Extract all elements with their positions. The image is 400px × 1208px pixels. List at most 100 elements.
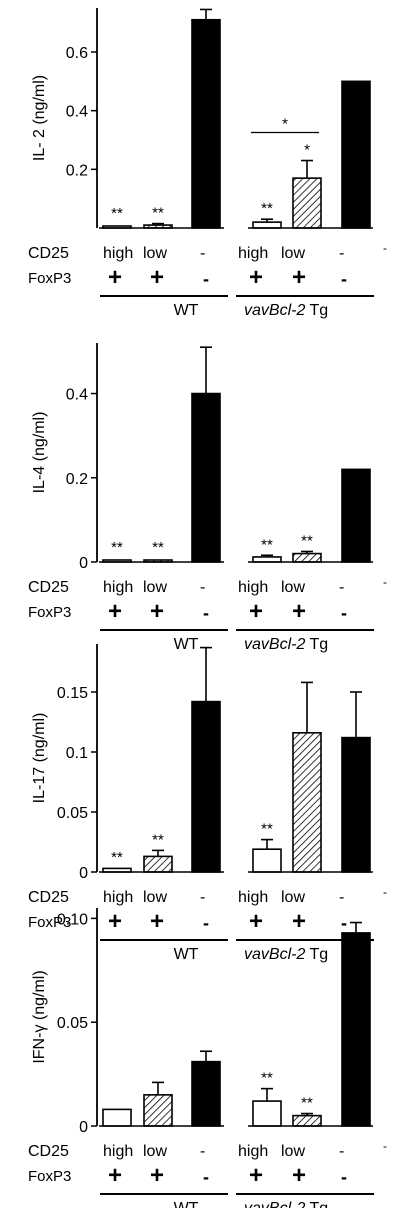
significance-label: ** — [152, 205, 164, 222]
group-label-wt: WT — [174, 302, 199, 319]
cd25-value: - — [200, 1143, 205, 1160]
cd25-label: CD25 — [28, 579, 69, 596]
chart-panel-3: 0 0.05 0.1 0.15 IL-17 (ng/ml) ** ** ** CD25 FoxP3… — [28, 644, 387, 963]
significance-label: ** — [111, 849, 123, 866]
cd25-value: low — [281, 1143, 305, 1160]
cd25-label: CD25 — [28, 889, 69, 906]
cd25-value: high — [238, 245, 268, 262]
bar — [252, 221, 282, 229]
bar — [292, 177, 322, 229]
foxp3-value: + — [150, 264, 164, 291]
y-axis-label: IL-4 (ng/ml) — [31, 412, 48, 494]
margin-dash: - — [383, 241, 387, 255]
foxp3-value: - — [341, 269, 347, 289]
foxp3-value: + — [108, 264, 122, 291]
significance-label: ** — [111, 205, 123, 222]
foxp3-value: - — [203, 603, 209, 623]
foxp3-value: + — [249, 598, 263, 625]
bar — [191, 1060, 221, 1127]
foxp3-value: - — [341, 603, 347, 623]
y-tick-label: 0 — [79, 555, 88, 572]
y-axis-label: IL-17 (ng/ml) — [31, 713, 48, 804]
foxp3-value: + — [150, 908, 164, 935]
significance-label: * — [304, 142, 310, 159]
y-tick-label: 0.1 — [66, 745, 88, 762]
foxp3-value: + — [292, 264, 306, 291]
significance-label: ** — [111, 539, 123, 556]
foxp3-value: + — [108, 908, 122, 935]
bar — [143, 855, 173, 873]
y-tick-label: 0.05 — [57, 805, 88, 822]
cd25-value: high — [103, 889, 133, 906]
cd25-value: - — [200, 889, 205, 906]
significance-label: ** — [261, 821, 273, 838]
cd25-label: CD25 — [28, 245, 69, 262]
cd25-value: high — [103, 579, 133, 596]
cd25-value: low — [143, 1143, 167, 1160]
margin-dash: - — [383, 1139, 387, 1153]
y-tick-label: 0.4 — [66, 387, 88, 404]
cd25-value: low — [143, 579, 167, 596]
foxp3-value: - — [341, 913, 347, 933]
significance-label: ** — [301, 532, 313, 549]
foxp3-value: + — [292, 1162, 306, 1189]
cd25-value: low — [143, 245, 167, 262]
cd25-value: - — [339, 579, 344, 596]
foxp3-value: + — [249, 908, 263, 935]
y-tick-label: 0 — [79, 865, 88, 882]
cd25-value: - — [200, 579, 205, 596]
bar — [341, 468, 371, 563]
y-tick-label: 0.10 — [57, 911, 88, 928]
foxp3-value: - — [203, 1167, 209, 1187]
bar — [252, 848, 282, 873]
chart-panel-2: 0 0.2 0.4 IL-4 (ng/ml) ** ** ** ** CD25 FoxP3 high… — [28, 343, 387, 653]
cd25-value: low — [281, 245, 305, 262]
foxp3-value: + — [249, 1162, 263, 1189]
significance-label: ** — [261, 200, 273, 217]
bar — [341, 736, 371, 873]
bar — [143, 1094, 173, 1127]
foxp3-value: + — [108, 1162, 122, 1189]
bracket-label: * — [282, 116, 288, 133]
y-axis-label: IFN-γ (ng/ml) — [31, 970, 48, 1063]
y-tick-label: 0.2 — [66, 471, 88, 488]
cd25-value: - — [339, 1143, 344, 1160]
foxp3-label: FoxP3 — [28, 604, 71, 621]
significance-label: ** — [152, 831, 164, 848]
bar — [341, 932, 371, 1127]
group-label-wt: WT — [174, 1200, 199, 1208]
foxp3-value: - — [341, 1167, 347, 1187]
significance-label: ** — [261, 1070, 273, 1087]
group-label-tg: vavBcl-2 Tg — [244, 636, 328, 653]
cd25-value: high — [103, 245, 133, 262]
y-axis-label: IL- 2 (ng/ml) — [31, 75, 48, 161]
y-tick-label: 0.4 — [66, 104, 88, 121]
bar — [191, 392, 221, 563]
y-tick-label: 0.6 — [66, 45, 88, 62]
cd25-value: low — [281, 579, 305, 596]
foxp3-value: - — [203, 269, 209, 289]
bar — [292, 1114, 322, 1127]
y-tick-label: 0.15 — [57, 685, 88, 702]
bar — [252, 1100, 282, 1127]
bar — [292, 552, 322, 563]
cd25-value: high — [238, 889, 268, 906]
foxp3-value: + — [150, 1162, 164, 1189]
foxp3-label: FoxP3 — [28, 914, 71, 931]
cd25-value: high — [238, 1143, 268, 1160]
y-tick-label: 0.05 — [57, 1015, 88, 1032]
significance-label: ** — [261, 536, 273, 553]
group-label-wt: WT — [174, 946, 199, 963]
foxp3-label: FoxP3 — [28, 270, 71, 287]
cd25-value: high — [238, 579, 268, 596]
y-tick-label: 0 — [79, 1119, 88, 1136]
foxp3-value: - — [203, 913, 209, 933]
bar — [191, 18, 221, 229]
bar — [102, 1108, 132, 1127]
margin-dash: - — [383, 885, 387, 899]
foxp3-label: FoxP3 — [28, 1168, 71, 1185]
cd25-value: - — [339, 889, 344, 906]
cd25-value: - — [339, 245, 344, 262]
